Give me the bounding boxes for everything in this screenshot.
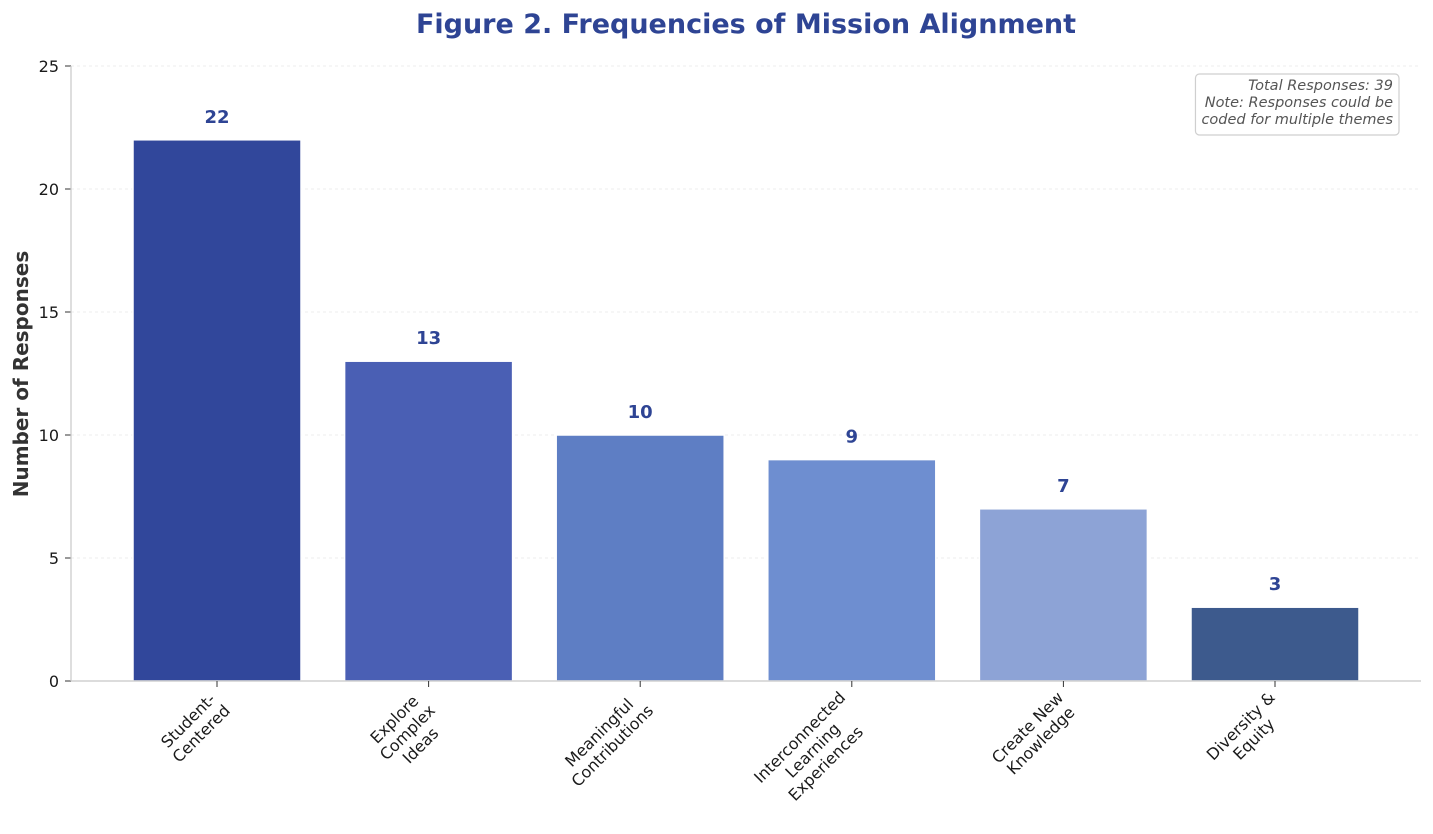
bar-value-label: 13: [416, 328, 441, 349]
chart-title: Figure 2. Frequencies of Mission Alignme…: [416, 9, 1076, 40]
bar-value-label: 9: [846, 427, 859, 448]
bar: [132, 139, 302, 682]
bar: [767, 458, 937, 682]
bar: [978, 508, 1149, 682]
bar: [555, 434, 725, 682]
annotation-line: coded for multiple themes: [1201, 112, 1393, 128]
y-tick-label: 5: [49, 549, 59, 568]
bars: [132, 139, 1360, 682]
labels: 22 13 10 9 7 3: [204, 107, 1281, 595]
annotation-frame: [1194, 73, 1400, 136]
x-tick-label: Diversity &Equity: [1203, 688, 1279, 764]
y-axis-label: Number of Responses: [9, 251, 33, 497]
bar-value-label: 3: [1269, 574, 1282, 595]
bar: [1190, 606, 1360, 682]
y-tick-label: 0: [49, 672, 59, 691]
y-tick-label: 25: [39, 57, 59, 76]
annotation-line: Note: Responses could be: [1205, 95, 1393, 111]
bar-value-label: 7: [1057, 476, 1070, 497]
annotation-line: Total Responses: 39: [1248, 78, 1393, 94]
y-tick-label: 15: [39, 303, 59, 322]
y-tick-label: 20: [39, 180, 59, 199]
y-tick-label: 10: [39, 426, 59, 445]
x-tick-label: Student-Centered: [157, 690, 234, 767]
bar: [343, 360, 514, 682]
bar-value-label: 10: [628, 402, 653, 423]
bar-value-label: 22: [204, 107, 229, 128]
